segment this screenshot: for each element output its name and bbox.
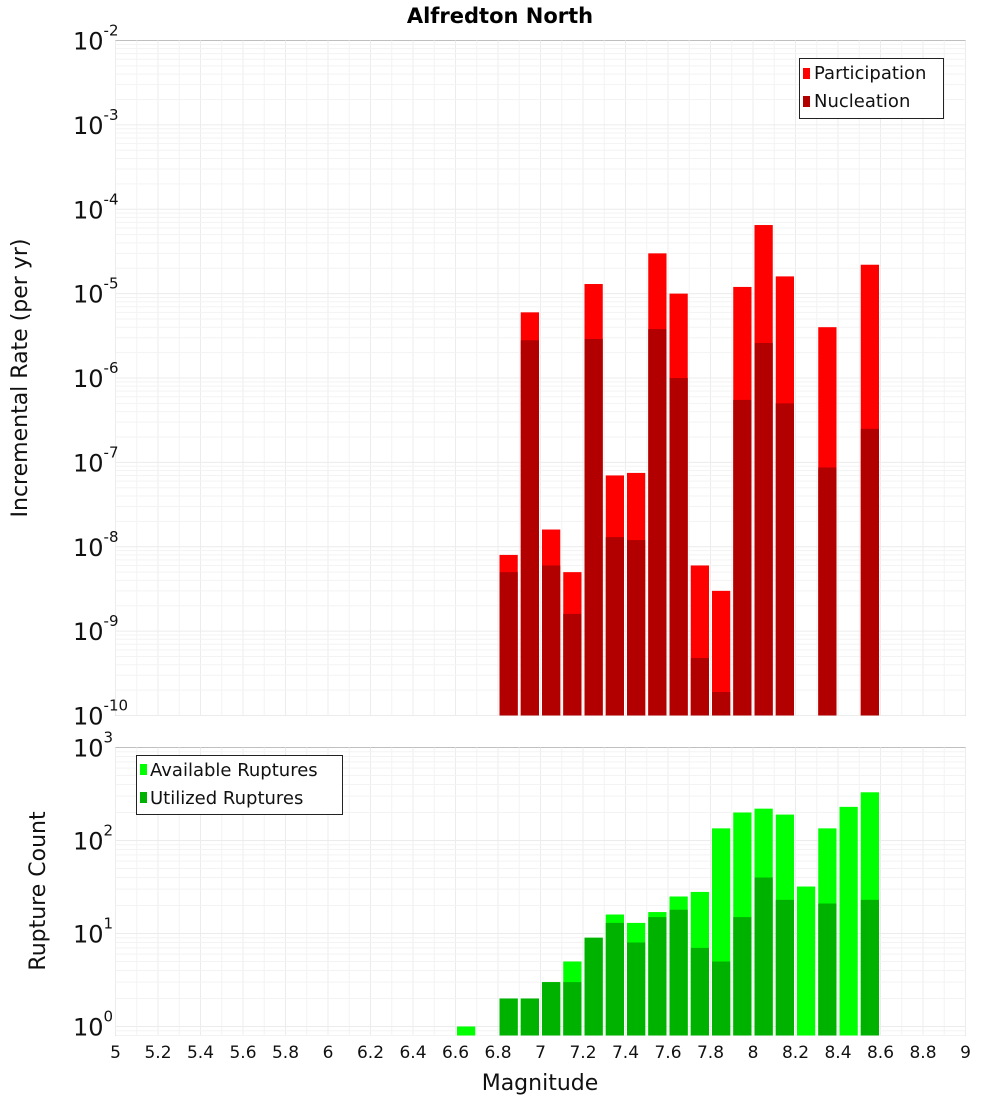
bottom-bars — [457, 792, 879, 1036]
x-tick-label: 6 — [323, 1043, 334, 1063]
legend-swatch-utilized — [140, 792, 147, 803]
bottom-y-tick-label: 102 — [73, 821, 113, 855]
x-tick-label: 6.6 — [442, 1043, 469, 1063]
top-y-tick-labels: 10-2 10-3 10-4 10-5 10-6 10-7 10-8 10-9 10-10 — [73, 22, 128, 731]
bottom-panel: 103 102 101 100 5 5.2 5.4 5.6 5.8 6 6.2 6.4 6.6 6.8 7… — [26, 729, 971, 1097]
top-bar-nucleation — [733, 399, 752, 716]
x-tick-label: 6.2 — [357, 1043, 384, 1063]
x-tick-label: 6.8 — [484, 1043, 511, 1063]
top-legend-box — [799, 58, 944, 119]
x-tick-label: 6.4 — [399, 1043, 426, 1063]
bottom-bar-utilized-ruptures — [520, 998, 539, 1036]
bottom-bar-utilized-ruptures — [733, 917, 752, 1036]
x-tick-label: 5 — [110, 1043, 121, 1063]
bottom-y-tick-label: 103 — [73, 729, 113, 763]
legend-label-available: Available Ruptures — [150, 760, 318, 781]
x-tick-label: 5.4 — [187, 1043, 214, 1063]
top-bars — [499, 225, 879, 716]
bottom-bar-utilized-ruptures — [584, 937, 603, 1036]
top-bar-nucleation — [584, 338, 603, 716]
x-tick-label: 8.6 — [867, 1043, 894, 1063]
bottom-legend: Available Ruptures Utilized Ruptures — [136, 755, 343, 815]
x-tick-label: 5.8 — [272, 1043, 299, 1063]
top-bar-nucleation — [542, 565, 561, 716]
top-bar-nucleation — [563, 613, 582, 716]
legend-label-participation: Participation — [814, 63, 926, 84]
top-bar-nucleation — [520, 340, 539, 716]
top-y-tick-label: 10-7 — [73, 443, 119, 477]
top-bar-nucleation — [627, 540, 646, 716]
top-legend: Participation Nucleation — [799, 58, 944, 119]
bottom-bar-utilized-ruptures — [605, 922, 624, 1036]
x-tick-labels: 5 5.2 5.4 5.6 5.8 6 6.2 6.4 6.6 6.8 7 7.2 7.4 7.6 7.8 8… — [110, 1043, 971, 1063]
x-tick-label: 7 — [535, 1043, 546, 1063]
top-bar-nucleation — [605, 537, 624, 716]
bottom-bar-utilized-ruptures — [860, 899, 879, 1036]
bottom-y-axis-label: Rupture Count — [26, 811, 51, 971]
chart-title: Alfredton North — [407, 4, 593, 28]
top-y-tick-label: 10-6 — [73, 359, 119, 393]
top-bar-nucleation — [754, 342, 773, 716]
bottom-bar-utilized-ruptures — [499, 998, 518, 1036]
top-y-tick-label: 10-8 — [73, 528, 119, 562]
top-bar-nucleation — [860, 428, 879, 716]
x-tick-label: 8.2 — [782, 1043, 809, 1063]
legend-label-nucleation: Nucleation — [814, 91, 910, 112]
x-tick-label: 7.6 — [654, 1043, 681, 1063]
legend-swatch-available — [140, 764, 147, 775]
x-axis-label: Magnitude — [482, 1071, 599, 1096]
bottom-legend-box — [136, 755, 343, 815]
top-y-tick-label: 10-3 — [73, 106, 119, 140]
legend-label-utilized: Utilized Ruptures — [150, 788, 303, 809]
x-tick-label: 5.2 — [144, 1043, 171, 1063]
bottom-bar-utilized-ruptures — [775, 899, 794, 1036]
top-bar-participation — [712, 590, 731, 716]
legend-swatch-nucleation — [803, 96, 810, 107]
top-y-tick-label: 10-2 — [73, 22, 119, 56]
bottom-bar-available-ruptures — [457, 1026, 476, 1036]
x-tick-label: 8 — [748, 1043, 759, 1063]
bottom-bar-available-ruptures — [839, 806, 858, 1036]
bottom-bar-available-ruptures — [797, 886, 816, 1036]
top-bar-nucleation — [499, 572, 518, 716]
bottom-y-tick-label: 101 — [73, 914, 113, 948]
bottom-bar-utilized-ruptures — [542, 982, 561, 1036]
top-gridlines — [115, 40, 966, 716]
top-panel: 10-2 10-3 10-4 10-5 10-6 10-7 10-8 10-9 10-10 In… — [8, 22, 966, 731]
x-tick-label: 7.2 — [569, 1043, 596, 1063]
bottom-bar-utilized-ruptures — [627, 942, 646, 1036]
bottom-y-tick-labels: 103 102 101 100 — [73, 729, 113, 1042]
bottom-bar-utilized-ruptures — [712, 961, 731, 1036]
x-tick-label: 7.8 — [697, 1043, 724, 1063]
bottom-bar-utilized-ruptures — [818, 903, 837, 1036]
top-bar-nucleation — [775, 403, 794, 716]
x-tick-label: 8.4 — [824, 1043, 851, 1063]
bottom-bar-utilized-ruptures — [669, 909, 688, 1036]
legend-swatch-participation — [803, 68, 810, 79]
x-tick-label: 9 — [960, 1043, 971, 1063]
top-bar-nucleation — [669, 378, 688, 716]
top-bar-nucleation — [690, 658, 709, 716]
top-y-tick-label: 10-10 — [73, 697, 128, 731]
top-bar-nucleation — [648, 329, 667, 716]
top-y-axis-label: Incremental Rate (per yr) — [8, 239, 33, 518]
bottom-bar-utilized-ruptures — [690, 947, 709, 1036]
x-tick-label: 8.8 — [909, 1043, 936, 1063]
top-bar-nucleation — [818, 467, 837, 716]
bottom-bar-utilized-ruptures — [648, 917, 667, 1036]
top-y-tick-label: 10-9 — [73, 612, 119, 646]
bottom-bar-utilized-ruptures — [563, 982, 582, 1036]
bottom-y-tick-label: 100 — [73, 1007, 113, 1041]
x-tick-label: 5.6 — [229, 1043, 256, 1063]
top-y-tick-label: 10-4 — [73, 190, 119, 224]
top-bar-nucleation — [712, 691, 731, 716]
bottom-bar-utilized-ruptures — [754, 877, 773, 1036]
x-tick-label: 7.4 — [612, 1043, 639, 1063]
top-y-tick-label: 10-5 — [73, 275, 119, 309]
